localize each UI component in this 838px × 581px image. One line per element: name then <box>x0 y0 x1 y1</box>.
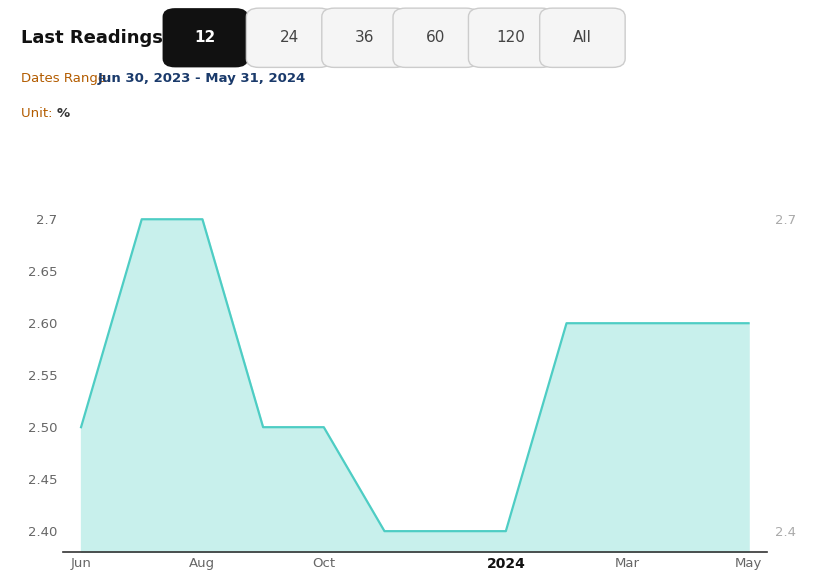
Text: 36: 36 <box>354 30 375 45</box>
Text: All: All <box>573 30 592 45</box>
Text: Unit:: Unit: <box>21 107 57 120</box>
Text: Dates Range:: Dates Range: <box>21 72 115 85</box>
Text: 60: 60 <box>426 30 446 45</box>
Text: 24: 24 <box>280 30 298 45</box>
Text: Jun 30, 2023 - May 31, 2024: Jun 30, 2023 - May 31, 2024 <box>98 72 307 85</box>
Text: Last Readings:: Last Readings: <box>21 29 170 46</box>
Text: %: % <box>56 107 70 120</box>
Text: 12: 12 <box>194 30 216 45</box>
Text: 120: 120 <box>497 30 525 45</box>
